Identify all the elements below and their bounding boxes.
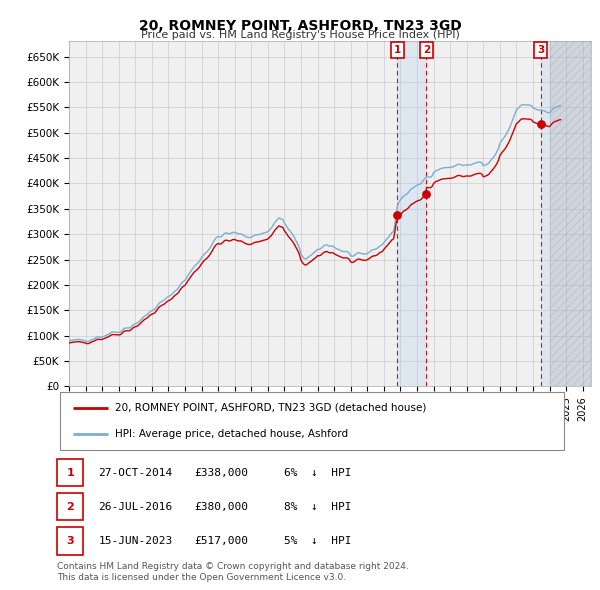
Text: 1: 1 [67, 468, 74, 477]
Bar [541, 41, 591, 386]
Text: 20, ROMNEY POINT, ASHFORD, TN23 3GD (detached house): 20, ROMNEY POINT, ASHFORD, TN23 3GD (det… [115, 403, 427, 413]
Text: £517,000: £517,000 [194, 536, 248, 546]
Text: 20, ROMNEY POINT, ASHFORD, TN23 3GD: 20, ROMNEY POINT, ASHFORD, TN23 3GD [139, 19, 461, 33]
Text: 27-OCT-2014: 27-OCT-2014 [98, 468, 173, 477]
Text: 15-JUN-2023: 15-JUN-2023 [98, 536, 173, 546]
Text: 2: 2 [67, 502, 74, 512]
FancyBboxPatch shape [60, 392, 564, 450]
Point [536, 119, 545, 129]
Text: 8%  ↓  HPI: 8% ↓ HPI [284, 502, 352, 512]
Text: 3: 3 [67, 536, 74, 546]
Text: 1: 1 [394, 45, 401, 55]
Bar [550, 41, 591, 386]
Text: Contains HM Land Registry data © Crown copyright and database right 2024.: Contains HM Land Registry data © Crown c… [57, 562, 409, 571]
Text: 3: 3 [537, 45, 544, 55]
Text: This data is licensed under the Open Government Licence v3.0.: This data is licensed under the Open Gov… [57, 573, 346, 582]
Text: 26-JUL-2016: 26-JUL-2016 [98, 502, 173, 512]
Text: 6%  ↓  HPI: 6% ↓ HPI [284, 468, 352, 477]
Text: 2: 2 [423, 45, 430, 55]
Text: Price paid vs. HM Land Registry's House Price Index (HPI): Price paid vs. HM Land Registry's House … [140, 30, 460, 40]
Point [422, 189, 431, 198]
Text: £380,000: £380,000 [194, 502, 248, 512]
Text: 5%  ↓  HPI: 5% ↓ HPI [284, 536, 352, 546]
Bar [397, 41, 427, 386]
Point [392, 210, 402, 219]
Text: HPI: Average price, detached house, Ashford: HPI: Average price, detached house, Ashf… [115, 429, 349, 439]
Text: £338,000: £338,000 [194, 468, 248, 477]
